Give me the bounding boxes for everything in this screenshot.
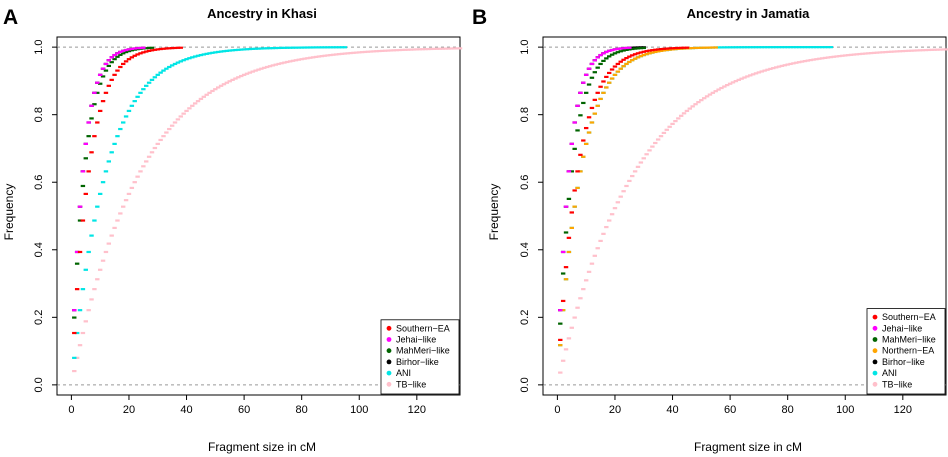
y-tick-label: 0.4 bbox=[519, 242, 531, 257]
points-jamatia bbox=[558, 46, 948, 374]
x-tick-label: 0 bbox=[554, 404, 560, 416]
legend-box bbox=[380, 319, 460, 395]
y-tick-label: 1.0 bbox=[33, 39, 45, 54]
legend-marker bbox=[386, 348, 392, 354]
chart-title-jamatia: Ancestry in Jamatia bbox=[687, 6, 811, 21]
series-jehai-like bbox=[558, 46, 632, 312]
x-tick-label: 100 bbox=[836, 404, 854, 416]
series-southern-ea bbox=[72, 46, 183, 335]
panel-jamatia: B Ancestry in Jamatia Fragment size in c… bbox=[472, 6, 948, 454]
x-tick-label: 80 bbox=[296, 404, 308, 416]
legend-label: Jehai−like bbox=[396, 335, 436, 345]
reference-lines-jamatia bbox=[543, 46, 946, 386]
x-tick-label: 120 bbox=[408, 404, 426, 416]
series-tb-like bbox=[558, 48, 948, 374]
legend-label: Birhor−like bbox=[882, 357, 925, 367]
y-axis-title-khasi: Frequency bbox=[2, 184, 16, 241]
x-tick-label: 80 bbox=[782, 404, 794, 416]
x-tick-label: 20 bbox=[123, 404, 135, 416]
legend-marker bbox=[872, 381, 878, 387]
legend-marker bbox=[386, 337, 392, 342]
legend-marker bbox=[872, 359, 878, 365]
legend-marker bbox=[386, 359, 392, 365]
x-tick-label: 20 bbox=[609, 404, 621, 416]
x-tick-label: 100 bbox=[350, 404, 368, 416]
series-birhor-like bbox=[72, 46, 146, 312]
y-tick-label: 0.6 bbox=[519, 175, 531, 190]
y-axis-jamatia: 0.0 0.2 0.4 0.6 0.8 1.0 bbox=[519, 39, 544, 393]
series-mahmeri-like bbox=[558, 46, 646, 325]
panel-letter-a: A bbox=[3, 6, 18, 29]
legend-label: Southern−EA bbox=[396, 323, 450, 333]
series-jehai-like bbox=[72, 46, 146, 312]
panel-letter-b: B bbox=[472, 6, 487, 29]
y-tick-label: 0.6 bbox=[33, 175, 45, 190]
legend-marker bbox=[872, 370, 878, 376]
y-tick-label: 0.8 bbox=[33, 107, 45, 122]
legend-marker bbox=[872, 314, 878, 320]
x-axis-khasi: 0 20 40 60 80 100 120 bbox=[68, 394, 426, 416]
legend-marker bbox=[872, 325, 878, 331]
legend-marker bbox=[872, 348, 878, 354]
x-axis-title-jamatia: Fragment size in cM bbox=[694, 440, 802, 454]
legend-marker bbox=[386, 381, 392, 387]
legend-label: ANI bbox=[882, 368, 897, 378]
series-tb-like bbox=[72, 47, 463, 373]
legend-label: Southern−EA bbox=[882, 312, 936, 322]
legend-marker bbox=[386, 370, 392, 376]
chart-title-khasi: Ancestry in Khasi bbox=[207, 6, 317, 21]
x-tick-label: 0 bbox=[68, 404, 74, 416]
legend-label: ANI bbox=[396, 368, 411, 378]
legend-label: MahMeri−like bbox=[882, 335, 936, 345]
y-axis-khasi: 0.0 0.2 0.4 0.6 0.8 1.0 bbox=[33, 39, 58, 393]
y-tick-label: 0.2 bbox=[519, 310, 531, 325]
x-tick-label: 60 bbox=[724, 404, 736, 416]
legend-label: Jehai−like bbox=[882, 323, 922, 333]
points-khasi bbox=[72, 46, 463, 373]
y-tick-label: 0.0 bbox=[33, 377, 45, 392]
x-axis-jamatia: 0 20 40 60 80 100 120 bbox=[554, 394, 912, 416]
legend-label: TB−like bbox=[396, 379, 426, 389]
legend-box bbox=[866, 308, 946, 395]
x-tick-label: 40 bbox=[666, 404, 678, 416]
y-tick-label: 0.4 bbox=[33, 242, 45, 257]
y-axis-title-jamatia: Frequency bbox=[487, 184, 501, 241]
reference-lines-khasi bbox=[57, 46, 460, 386]
legend-label: Northern−EA bbox=[882, 346, 934, 356]
legend-marker bbox=[386, 325, 392, 331]
legend-label: Birhor−like bbox=[396, 357, 439, 367]
series-ani bbox=[72, 46, 348, 359]
legend-label: MahMeri−like bbox=[396, 346, 450, 356]
x-tick-label: 60 bbox=[238, 404, 250, 416]
y-tick-label: 0.2 bbox=[33, 310, 45, 325]
x-axis-title-khasi: Fragment size in cM bbox=[208, 440, 316, 454]
y-tick-label: 0.8 bbox=[519, 107, 531, 122]
series-southern-ea bbox=[558, 46, 690, 342]
series-northern-ea bbox=[558, 46, 718, 347]
panel-khasi: A Ancestry in Khasi Fragment size in cM … bbox=[2, 6, 463, 454]
x-tick-label: 120 bbox=[894, 404, 912, 416]
legend-marker bbox=[872, 337, 878, 342]
y-tick-label: 1.0 bbox=[519, 39, 531, 54]
x-tick-label: 40 bbox=[180, 404, 192, 416]
legend-label: TB−like bbox=[882, 379, 912, 389]
legend-khasi: Southern−EA Jehai−likeMahMeri−likeBirhor−… bbox=[380, 319, 460, 395]
y-tick-label: 0.0 bbox=[519, 377, 531, 392]
